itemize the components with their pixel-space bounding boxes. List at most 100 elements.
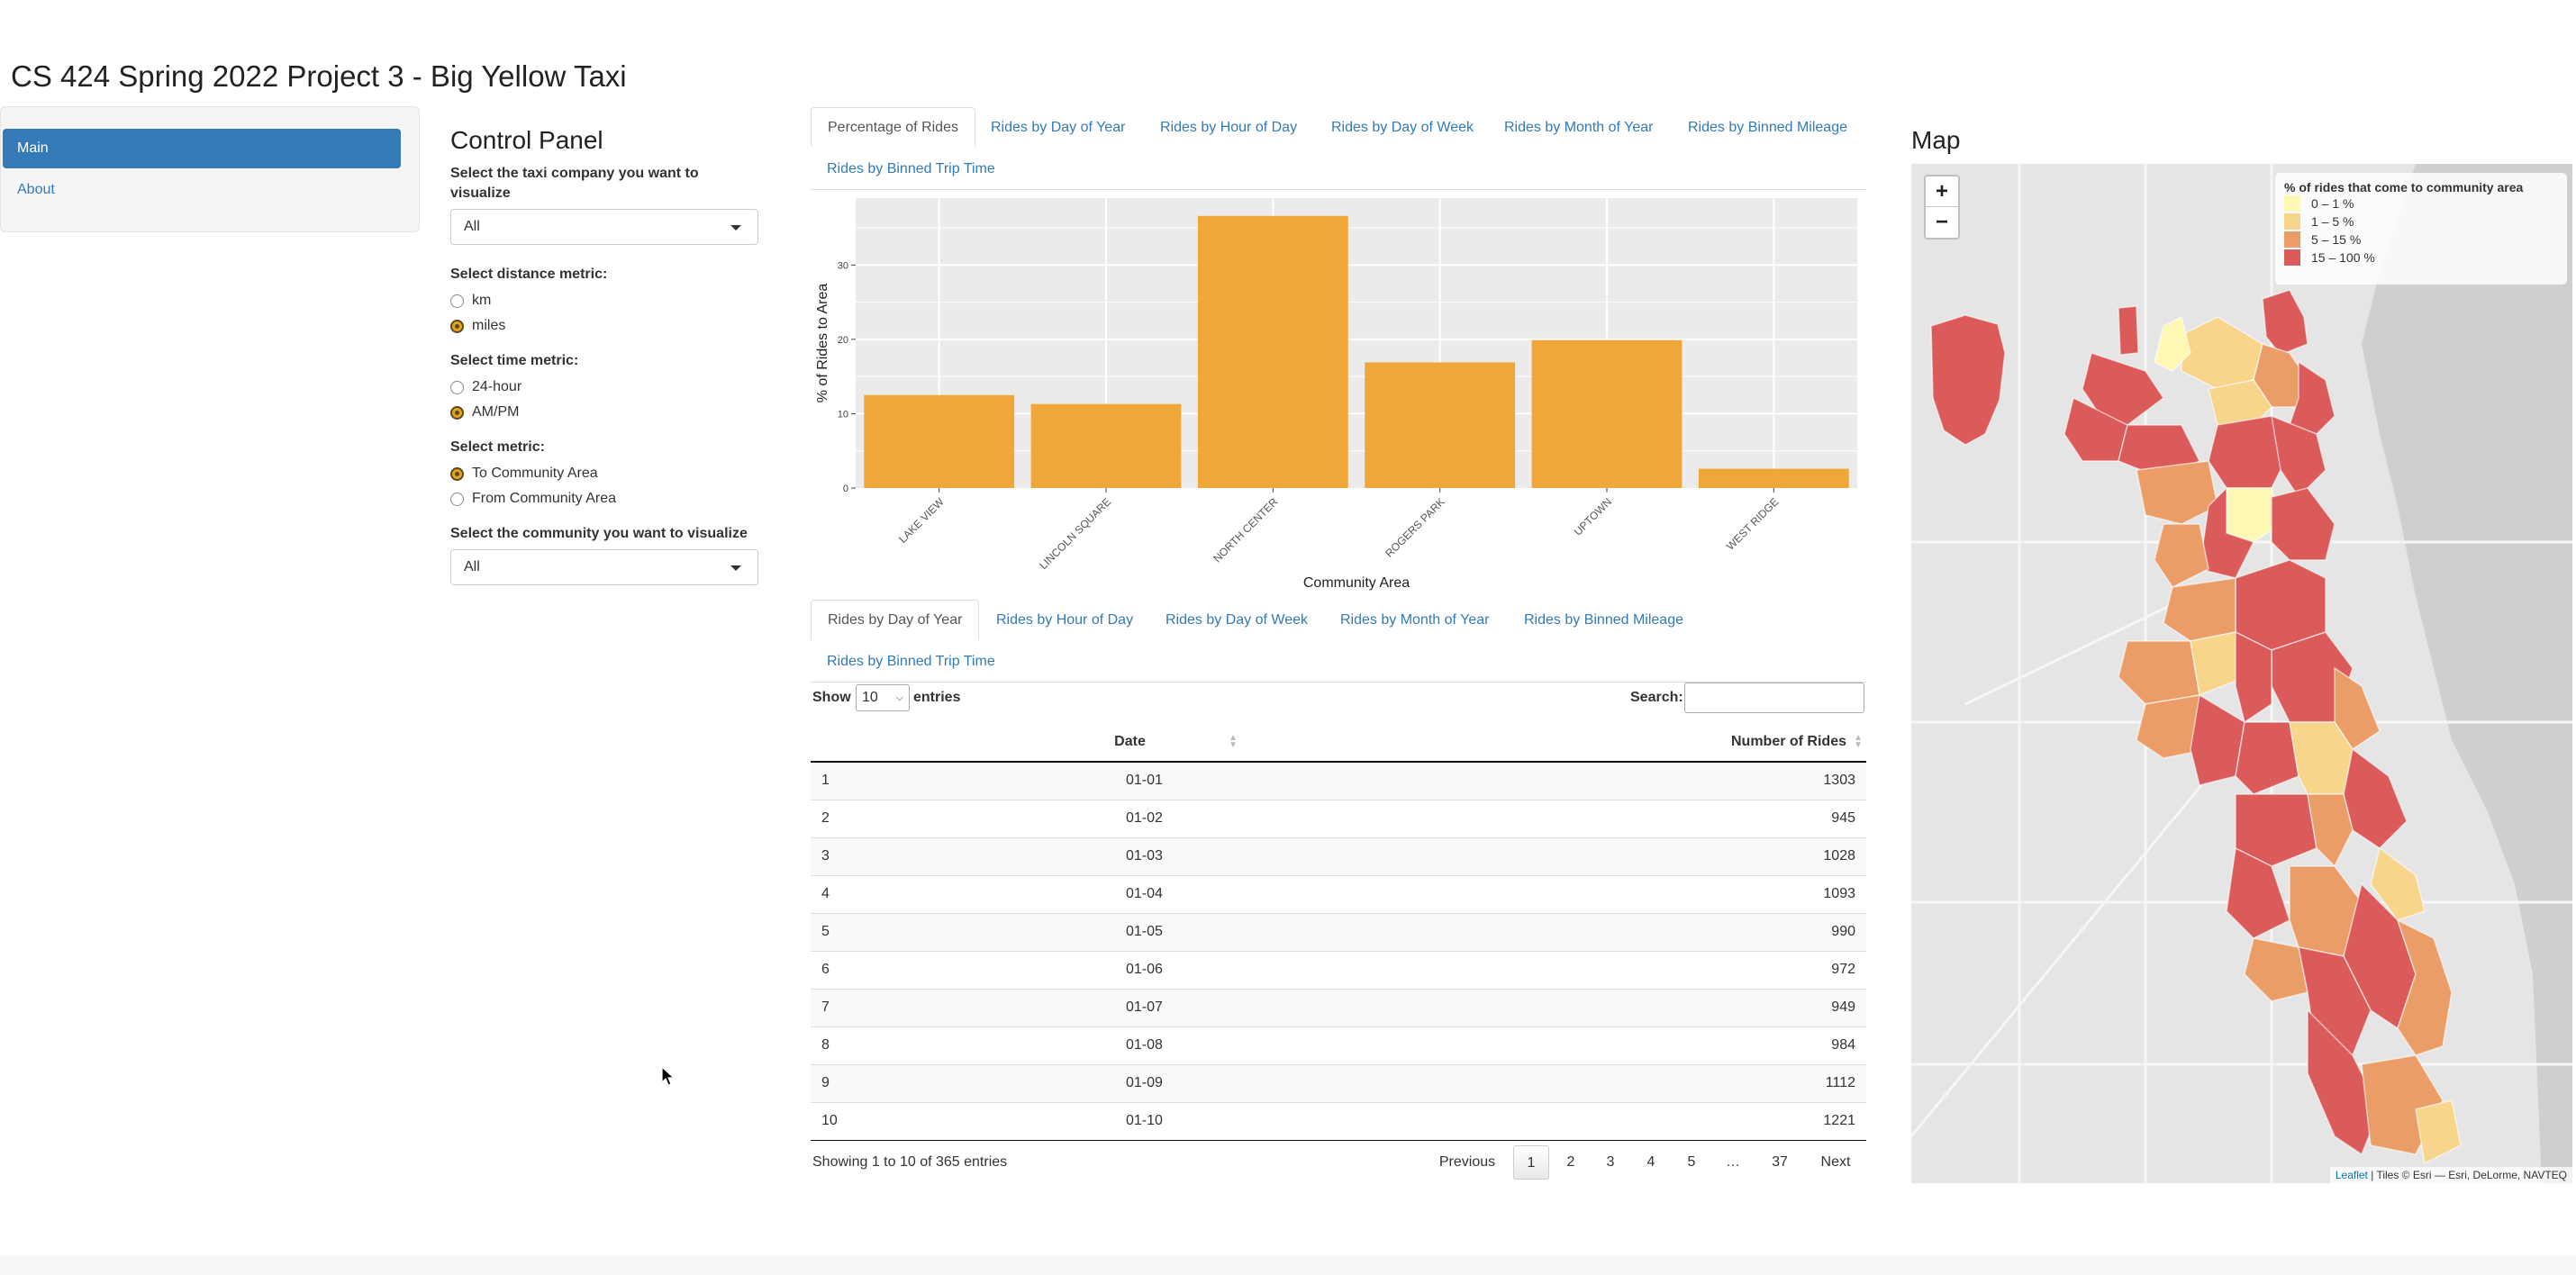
radio-am-pm[interactable]: AM/PM	[450, 402, 519, 423]
pagination-previous[interactable]: Previous	[1438, 1154, 1496, 1170]
x-tick-label: LINCOLN SQUARE	[1037, 495, 1113, 572]
x-tick-label: NORTH CENTER	[1211, 495, 1280, 565]
area-se-red	[2343, 747, 2408, 849]
entries-select-value: 10	[862, 690, 878, 705]
radio-km[interactable]: km	[450, 290, 491, 312]
area-north-yellow-2	[2208, 379, 2272, 426]
area-northwest-red	[2064, 396, 2128, 462]
zoom-in-button[interactable]: +	[1926, 176, 1958, 207]
row-index: 5	[811, 912, 964, 951]
table-info: Showing 1 to 10 of 365 entries	[812, 1154, 1008, 1170]
entries-select[interactable]: 10 ⌵	[856, 684, 910, 711]
tab-percentage-of-rides[interactable]: Percentage of Rides	[811, 107, 975, 147]
radio-km-circle[interactable]	[450, 294, 464, 308]
radio-am-pm-circle[interactable]	[450, 405, 464, 420]
chart-bar	[1030, 403, 1182, 488]
choropleth-map[interactable]: + − % of rides that come to community ar…	[1911, 164, 2572, 1183]
tab-divider-bottom	[811, 682, 1866, 683]
tab-rides-by-hour-of-day[interactable]: Rides by Hour of Day	[1160, 120, 1298, 135]
tab-rides-by-day-of-week[interactable]: Rides by Day of Week	[1331, 120, 1474, 135]
x-axis-label: Community Area	[1303, 575, 1410, 591]
tab-rides-by-binned-mileage[interactable]: Rides by Binned Mileage	[1688, 120, 1847, 135]
row-rides: 990	[1243, 912, 1866, 951]
column-header-index[interactable]	[811, 722, 964, 763]
radio-24-hour-label: 24-hour	[472, 379, 522, 394]
radio-from-community-area-circle[interactable]	[450, 492, 464, 506]
pagination-page-1[interactable]: 1	[1513, 1145, 1549, 1180]
radio-to-community-area-circle[interactable]	[450, 466, 464, 481]
sidebar-item-main[interactable]: Main	[3, 129, 401, 168]
tab-rides-by-day-of-year-bottom[interactable]: Rides by Day of Year	[811, 600, 980, 639]
area-s-red-1	[2190, 693, 2245, 786]
pagination-page-2[interactable]: 2	[1566, 1154, 1575, 1170]
table-row: 8 01-08 984	[811, 1026, 1866, 1064]
radio-km-label: km	[472, 293, 492, 308]
area-s-red-4	[2226, 846, 2290, 939]
row-rides: 949	[1243, 988, 1866, 1026]
chart-bar	[864, 394, 1015, 488]
community-select[interactable]: All	[450, 549, 758, 585]
column-header-number-of-rides[interactable]: Number of Rides ▲ ▼	[1243, 722, 1866, 763]
row-index: 7	[811, 988, 964, 1026]
map-legend: % of rides that come to community area 0…	[2275, 173, 2567, 285]
radio-to-community-area[interactable]: To Community Area	[450, 463, 598, 484]
company-select[interactable]: All	[450, 209, 758, 245]
legend-label: 15 – 100 %	[2311, 250, 2375, 265]
radio-24-hour-circle[interactable]	[450, 380, 464, 394]
percentage-chart: 0 10 20 30 LAKE VIEW LINCOLN SQUARE NORTH CENT…	[811, 193, 1866, 598]
radio-miles[interactable]: miles	[450, 315, 505, 337]
radio-from-community-area[interactable]: From Community Area	[450, 488, 616, 510]
chevron-down-icon	[730, 225, 741, 231]
tab-rides-by-day-of-year[interactable]: Rides by Day of Year	[991, 120, 1126, 135]
tab-rides-by-binned-mileage-bottom[interactable]: Rides by Binned Mileage	[1524, 612, 1683, 628]
legend-swatch	[2284, 249, 2300, 266]
radio-miles-circle[interactable]	[450, 319, 464, 333]
area-north-yellow	[2181, 316, 2263, 390]
sidebar-item-about[interactable]: About	[17, 182, 55, 197]
area-ohare	[1930, 314, 2006, 446]
row-index: 3	[811, 836, 964, 875]
community-label: Select the community you want to visuali…	[450, 526, 748, 541]
tab-rides-by-hour-of-day-bottom[interactable]: Rides by Hour of Day	[996, 612, 1134, 628]
area-far-s-orange	[2244, 937, 2308, 1002]
area-far-se-orange	[2396, 918, 2453, 1056]
distance-label: Select distance metric:	[450, 267, 608, 282]
area-mid-orange	[2163, 577, 2236, 642]
pagination-page-5[interactable]: 5	[1687, 1154, 1696, 1170]
row-date: 01-04	[964, 874, 1243, 913]
radio-24-hour[interactable]: 24-hour	[450, 376, 522, 398]
tab-rides-by-month-of-year[interactable]: Rides by Month of Year	[1504, 120, 1654, 135]
row-index: 8	[811, 1026, 964, 1064]
tab-rides-by-day-of-week-bottom[interactable]: Rides by Day of Week	[1166, 612, 1308, 628]
pagination-page-4[interactable]: 4	[1646, 1154, 1655, 1170]
search-input[interactable]	[1684, 683, 1864, 713]
radio-miles-label: miles	[472, 318, 506, 333]
tab-rides-by-month-of-year-bottom[interactable]: Rides by Month of Year	[1340, 612, 1490, 628]
row-date: 01-06	[964, 950, 1243, 989]
leaflet-link[interactable]: Leaflet	[2335, 1169, 2368, 1181]
community-select-value: All	[464, 559, 480, 574]
map-title: Map	[1911, 126, 1961, 154]
legend-swatch	[2284, 231, 2300, 248]
legend-label: 0 – 1 %	[2311, 196, 2354, 211]
legend-swatch	[2284, 213, 2300, 230]
pagination-next[interactable]: Next	[1820, 1154, 1851, 1170]
legend-item: 15 – 100 %	[2284, 249, 2558, 267]
tab-rides-by-binned-trip-time-bottom[interactable]: Rides by Binned Trip Time	[827, 654, 995, 669]
pagination-page-3[interactable]: 3	[1606, 1154, 1615, 1170]
table-row: 6 01-06 972	[811, 950, 1866, 989]
sort-icon: ▲ ▼	[1854, 733, 1863, 750]
attribution-text: | Tiles © Esri — Esri, DeLorme, NAVTEQ	[2367, 1169, 2567, 1181]
zoom-out-button[interactable]: −	[1935, 210, 1948, 234]
pagination-page-37[interactable]: 37	[1772, 1154, 1788, 1170]
tab-rides-by-binned-trip-time[interactable]: Rides by Binned Trip Time	[827, 161, 995, 176]
column-header-date[interactable]: Date ▲ ▼	[964, 722, 1243, 763]
row-index: 1	[811, 761, 964, 800]
tab-divider	[811, 189, 1866, 190]
area-s-orange	[2307, 793, 2354, 868]
row-date: 01-10	[964, 1101, 1243, 1141]
legend-label: 1 – 5 %	[2311, 214, 2354, 229]
map-attribution: Leaflet | Tiles © Esri — Esri, DeLorme, …	[2329, 1167, 2572, 1183]
entries-label: entries	[913, 690, 961, 705]
